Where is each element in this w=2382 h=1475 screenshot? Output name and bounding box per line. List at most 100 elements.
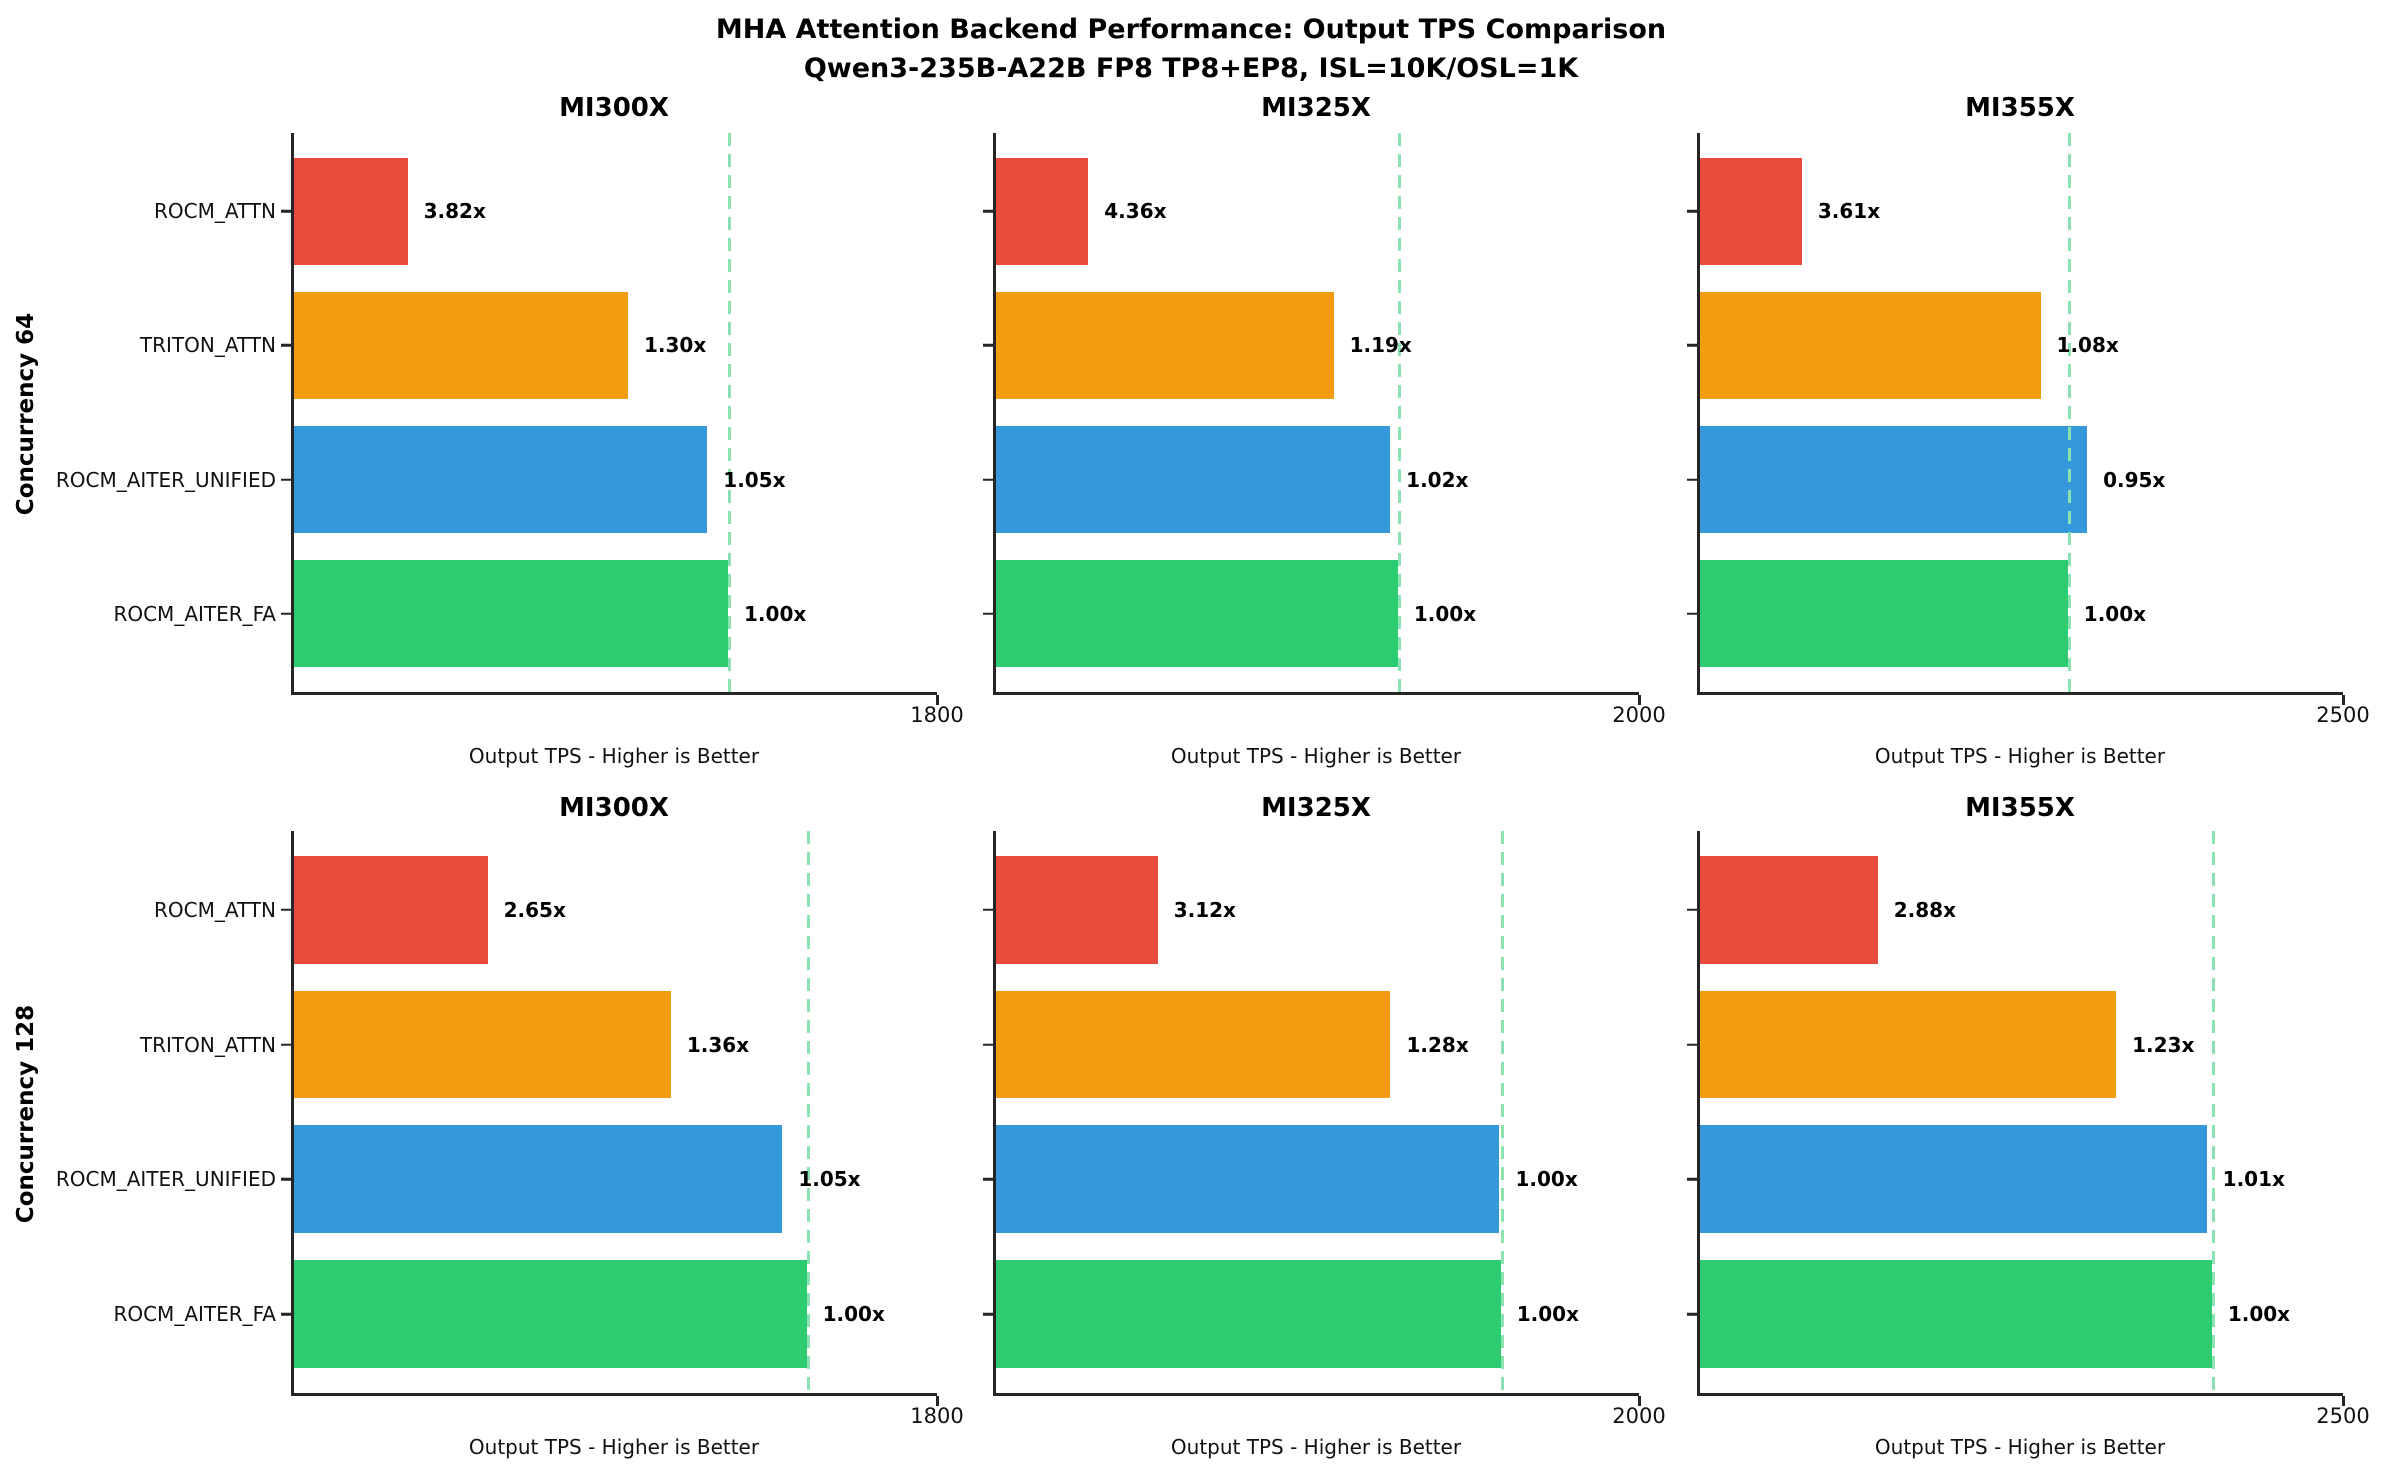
bar-rocm-aiter-fa	[996, 560, 1398, 668]
baseline-dashed-line	[728, 133, 732, 692]
y-tick-mark	[983, 1313, 993, 1316]
subplot-title: MI300X	[559, 793, 669, 823]
bar-rocm-attn	[294, 157, 408, 265]
bar-value-label: 1.00x	[822, 1302, 885, 1327]
y-tick-mark	[281, 478, 291, 481]
y-tick-mark	[281, 908, 291, 911]
plot-area: 4.36x 1.19x 1.02x 1.00x 2000	[983, 133, 1666, 727]
chart-title: MHA Attention Backend Performance: Outpu…	[715, 14, 1667, 45]
subplot-title: MI300X	[559, 93, 669, 123]
x-tick-label: 1800	[910, 1404, 964, 1428]
row-label-concurrency-128: Concurrency 128	[13, 1004, 39, 1223]
y-tick-mark	[281, 1043, 291, 1046]
plot-area: 2.88x 1.23x 1.01x 1.00x 2500	[1687, 831, 2370, 1428]
bar-value-label: 1.00x	[744, 601, 807, 626]
bar-rocm-aiter-fa	[1700, 560, 2068, 668]
y-tick-mark	[1687, 344, 1697, 347]
bar-rocm-aiter-unified	[294, 425, 708, 534]
bar-value-label: 1.00x	[2083, 601, 2147, 626]
bar-rocm-aiter-unified	[996, 425, 1391, 534]
y-tick-mark	[983, 210, 993, 213]
subplot-mi355x-row2: MI355X 2.88x 1.23x 1.01x 1.00x 2500 Output TPS…	[1687, 793, 2370, 1459]
x-tick-label: 2500	[2316, 1404, 2370, 1428]
bar-rocm-attn	[1700, 855, 1878, 964]
subplot-mi325x-row1: MI325X 4.36x 1.19x 1.02x 1.00x 2000 Output TPS…	[983, 93, 1666, 768]
bar-rocm-aiter-unified	[294, 1125, 783, 1234]
y-tick-mark	[983, 612, 993, 615]
y-tick-label: ROCM_AITER_UNIFIED	[55, 467, 276, 492]
x-axis-label: Output TPS - Higher is Better	[1170, 1435, 1462, 1459]
subplot-mi325x-row2: MI325X 3.12x 1.28x 1.00x 1.00x 2000 Output TPS…	[983, 793, 1666, 1459]
x-tick-mark	[936, 695, 939, 705]
x-axis-label: Output TPS - Higher is Better	[1874, 1435, 2166, 1459]
y-tick-label: ROCM_ATTN	[153, 199, 276, 224]
bar-value-label: 1.08x	[2056, 333, 2119, 358]
plot-area: 3.12x 1.28x 1.00x 1.00x 2000	[983, 831, 1666, 1428]
baseline-dashed-line	[806, 831, 810, 1393]
baseline-dashed-line	[1500, 831, 1504, 1393]
bar-value-label: 0.95x	[2103, 467, 2166, 492]
x-tick-label: 2500	[2316, 703, 2370, 727]
y-tick-label: TRITON_ATTN	[139, 1032, 276, 1057]
y-tick-mark	[1687, 612, 1697, 615]
subplot-title: MI355X	[1965, 93, 2075, 123]
y-tick-mark	[1687, 478, 1697, 481]
bar-value-label: 1.19x	[1349, 333, 1412, 358]
plot-area: ROCM_ATTN 2.65x TRITON_ATTN 1.36x ROCM_AITER…	[56, 831, 964, 1428]
chart-title-block: MHA Attention Backend Performance: Outpu…	[0, 10, 2382, 88]
baseline-dashed-line	[1397, 133, 1401, 692]
subplot-mi300x-row1: MI300X ROCM_ATTN 3.82x TRITON_ATTN 1.30x ROCM…	[56, 93, 964, 768]
y-tick-mark	[1687, 908, 1697, 911]
plot-area: ROCM_ATTN 3.82x TRITON_ATTN 1.30x ROCM_AITER…	[56, 133, 964, 727]
y-tick-label: ROCM_AITER_FA	[113, 1302, 276, 1327]
x-tick-label: 2000	[1612, 703, 1666, 727]
y-tick-mark	[983, 1178, 993, 1181]
bar-triton-attn	[996, 291, 1334, 400]
y-tick-mark	[281, 1178, 291, 1181]
y-tick-label: TRITON_ATTN	[139, 333, 276, 358]
bar-rocm-aiter-fa	[1700, 1260, 2212, 1369]
bar-value-label: 2.65x	[503, 897, 566, 922]
y-tick-mark	[281, 612, 291, 615]
baseline-dashed-line	[2211, 831, 2215, 1393]
bar-triton-attn	[294, 291, 628, 400]
subplot-title: MI325X	[1261, 93, 1371, 123]
y-tick-mark	[1687, 1313, 1697, 1316]
bar-rocm-aiter-unified	[1700, 1125, 2207, 1234]
bar-value-label: 1.05x	[723, 467, 786, 492]
bar-value-label: 1.23x	[2132, 1032, 2195, 1057]
bar-value-label: 1.02x	[1406, 467, 1469, 492]
y-tick-mark	[281, 344, 291, 347]
bar-value-label: 1.00x	[1516, 1302, 1579, 1327]
bar-rocm-aiter-fa	[294, 1260, 807, 1369]
bar-value-label: 3.12x	[1173, 897, 1236, 922]
bar-value-label: 3.61x	[1817, 199, 1881, 224]
x-tick-mark	[1638, 1396, 1641, 1406]
bar-value-label: 1.00x	[2227, 1302, 2291, 1327]
x-tick-mark	[2342, 1396, 2345, 1406]
bar-value-label: 1.36x	[686, 1032, 750, 1057]
bar-triton-attn	[1700, 990, 2117, 1099]
bar-rocm-aiter-unified	[1700, 425, 2088, 534]
bar-value-label: 1.01x	[2222, 1167, 2285, 1192]
subplot-title: MI325X	[1261, 793, 1371, 823]
bar-value-label: 1.30x	[644, 333, 707, 358]
y-tick-mark	[983, 478, 993, 481]
bar-rocm-aiter-fa	[294, 560, 729, 668]
x-tick-mark	[1638, 695, 1641, 705]
bar-triton-attn	[1700, 291, 2041, 400]
plot-area: 3.61x 1.08x 0.95x 1.00x 2500	[1687, 133, 2370, 727]
x-tick-mark	[936, 1396, 939, 1406]
y-tick-label: ROCM_ATTN	[153, 897, 276, 922]
bar-rocm-aiter-unified	[996, 1125, 1500, 1234]
chart-subtitle: Qwen3-235B-A22B FP8 TP8+EP8, ISL=10K/OSL…	[803, 53, 1579, 84]
bar-rocm-attn	[1700, 157, 1802, 265]
x-axis-label: Output TPS - Higher is Better	[1170, 744, 1462, 768]
y-tick-label: ROCM_AITER_FA	[113, 601, 276, 626]
bar-rocm-attn	[996, 855, 1158, 964]
y-tick-mark	[1687, 1043, 1697, 1046]
y-tick-mark	[281, 210, 291, 213]
subplot-title: MI355X	[1965, 793, 2075, 823]
bar-value-label: 3.82x	[423, 199, 486, 224]
